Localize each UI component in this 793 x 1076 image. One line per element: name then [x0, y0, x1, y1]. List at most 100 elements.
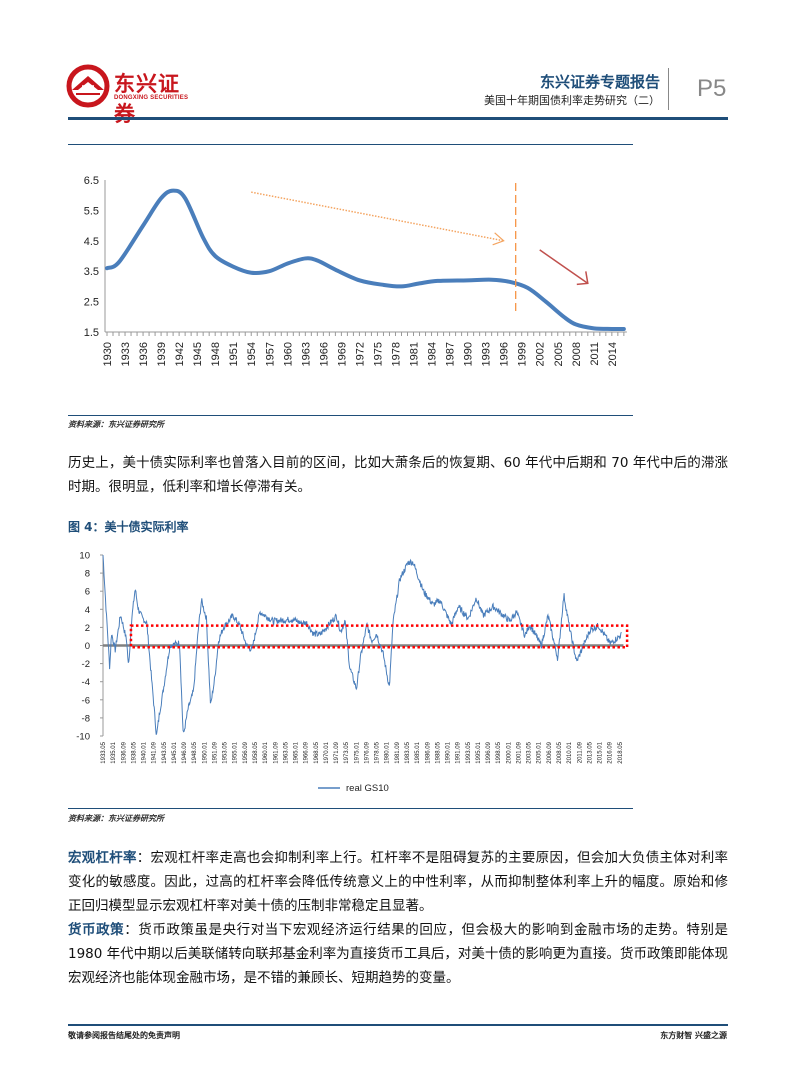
x-tick-label: 1939 — [156, 342, 168, 366]
x-tick-label: 1993 — [481, 342, 493, 366]
x-tick-label: 1963.05 — [283, 741, 289, 763]
figure3-bottom-rule — [68, 415, 633, 416]
logo-text-cn: 东兴证券 — [114, 72, 180, 126]
x-tick-label: 1983.05 — [405, 741, 411, 763]
x-tick-label: 1991.09 — [456, 741, 462, 763]
x-tick-label: 1936 — [138, 342, 150, 366]
y-tick-label: 4.5 — [84, 236, 99, 248]
paragraph-history: 历史上，美十债实际利率也曾落入目前的区间，比如大萧条后的恢复期、60 年代中后期… — [68, 455, 728, 495]
monetary-text: ：货币政策虽是央行对当下宏观经济运行结果的回应，但会极大的影响到金融市场的走势。… — [68, 922, 729, 986]
x-tick-label: 2018.05 — [618, 741, 624, 763]
decline-arrow-head — [576, 271, 589, 286]
x-tick-label: 1951.09 — [212, 741, 218, 763]
figure4-bottom-rule — [68, 808, 633, 809]
x-tick-label: 2015.01 — [598, 741, 604, 763]
x-tick-label: 1960.01 — [263, 741, 269, 763]
x-tick-label: 1975.01 — [354, 741, 360, 763]
y-tick-label: -8 — [82, 713, 90, 724]
x-tick-label: 1933.05 — [101, 741, 107, 763]
report-type: 东兴证券专题报告 — [539, 73, 660, 91]
x-tick-label: 1958.05 — [253, 741, 259, 763]
x-tick-label: 1941.09 — [152, 741, 158, 763]
x-tick-label: 1942 — [174, 342, 186, 366]
x-tick-label: 2005 — [553, 342, 565, 366]
figure4-chart: 10 8 6 4 2 0 -2 -4 -6 -8 -10 1933.05 1935.01 1936.09 1… — [76, 551, 629, 794]
x-tick-label: 1996 — [499, 342, 511, 366]
y-tick-label: 8 — [85, 569, 90, 580]
x-tick-label: 1980.01 — [385, 741, 391, 763]
x-tick-label: 1940.01 — [142, 741, 148, 763]
x-tick-label: 2011.09 — [577, 741, 583, 763]
x-tick-label: 1975 — [372, 342, 384, 366]
x-tick-label: 1981.09 — [395, 741, 401, 763]
x-tick-label: 1955.01 — [233, 741, 239, 763]
page-number: P5 — [697, 75, 727, 102]
x-tick-label: 1990.01 — [446, 741, 452, 763]
y-tick-label: -2 — [82, 659, 90, 670]
x-tick-label: 1945.01 — [172, 741, 178, 763]
x-tick-label: 1988.05 — [435, 741, 441, 763]
x-tick-label: 2008 — [571, 342, 583, 366]
footer-slogan: 东方财智 兴盛之源 — [660, 1030, 727, 1040]
y-tick-label: 0 — [85, 641, 90, 652]
x-tick-label: 1978 — [390, 342, 402, 366]
x-tick-label: 1969 — [336, 342, 348, 366]
figure3-top-rule — [68, 144, 633, 145]
leverage-text: ：宏观杠杆率走高也会抑制利率上行。杠杆率不是阻碍复苏的主要原因，但会加大负债主体… — [68, 850, 729, 914]
x-tick-label: 2011 — [589, 342, 601, 366]
x-tick-label: 1936.09 — [121, 741, 127, 763]
x-tick-label: 1999 — [517, 342, 529, 366]
x-tick-label: 2008.05 — [557, 741, 563, 763]
x-tick-label: 1938.05 — [131, 741, 137, 763]
monetary-label: 货币政策 — [68, 922, 125, 938]
x-tick-label: 1957 — [264, 342, 276, 366]
x-tick-label: 1965.01 — [294, 741, 300, 763]
x-tick-label: 1966.09 — [304, 741, 310, 763]
x-tick-label: 1960 — [282, 342, 294, 366]
x-tick-label: 1950.01 — [202, 741, 208, 763]
x-tick-label: 1953.05 — [223, 741, 229, 763]
x-tick-label: 1943.05 — [162, 741, 168, 763]
x-tick-label: 1948 — [210, 342, 222, 366]
x-tick-label: 1981 — [409, 342, 421, 366]
logo: 东兴证券 DONGXING SECURITIES — [66, 62, 196, 126]
figure3-source: 资料来源：东兴证券研究所 — [68, 419, 164, 429]
x-tick-label: 2010.01 — [567, 741, 573, 763]
y-tick-label: -4 — [82, 677, 90, 688]
x-tick-label: 1951 — [228, 342, 240, 366]
logo-mark-icon — [66, 64, 110, 108]
y-tick-label: -6 — [82, 695, 90, 706]
x-tick-label: 1956.09 — [243, 741, 249, 763]
x-tick-label: 2006.09 — [547, 741, 553, 763]
x-tick-label: 1963 — [300, 342, 312, 366]
x-tick-label: 2016.09 — [608, 741, 614, 763]
header-rule — [68, 117, 728, 120]
x-tick-label: 1993.05 — [466, 741, 472, 763]
y-tick-label: 6.5 — [84, 175, 99, 187]
trend-arrow-head — [492, 232, 505, 246]
leverage-label: 宏观杠杆率 — [68, 850, 137, 866]
y-tick-label: 1.5 — [84, 327, 99, 339]
x-tick-label: 1986.09 — [425, 741, 431, 763]
highlight-band-rect — [129, 624, 629, 649]
x-tick-label: 1968.05 — [314, 741, 320, 763]
y-tick-label: 6 — [85, 587, 90, 598]
x-tick-label: 2005.01 — [537, 741, 543, 763]
header-divider — [668, 68, 669, 110]
x-tick-label: 2013.05 — [587, 741, 593, 763]
x-tick-label: 1961.09 — [273, 741, 279, 763]
y-tick-label: 4 — [85, 605, 90, 616]
y-tick-label: 2.5 — [84, 297, 99, 309]
x-tick-label: 2002 — [535, 342, 547, 366]
x-tick-label: 1995.01 — [476, 741, 482, 763]
x-tick-label: 2000.01 — [506, 741, 512, 763]
x-tick-label: 1972 — [354, 342, 366, 366]
x-tick-label: 1946.09 — [182, 741, 188, 763]
x-tick-label: 1930 — [102, 342, 114, 366]
x-tick-label: 1976.09 — [364, 741, 370, 763]
x-tick-label: 1970.01 — [324, 741, 330, 763]
x-tick-label: 2014 — [607, 342, 619, 366]
x-tick-label: 2001.09 — [516, 741, 522, 763]
decline-arrow — [539, 249, 589, 284]
